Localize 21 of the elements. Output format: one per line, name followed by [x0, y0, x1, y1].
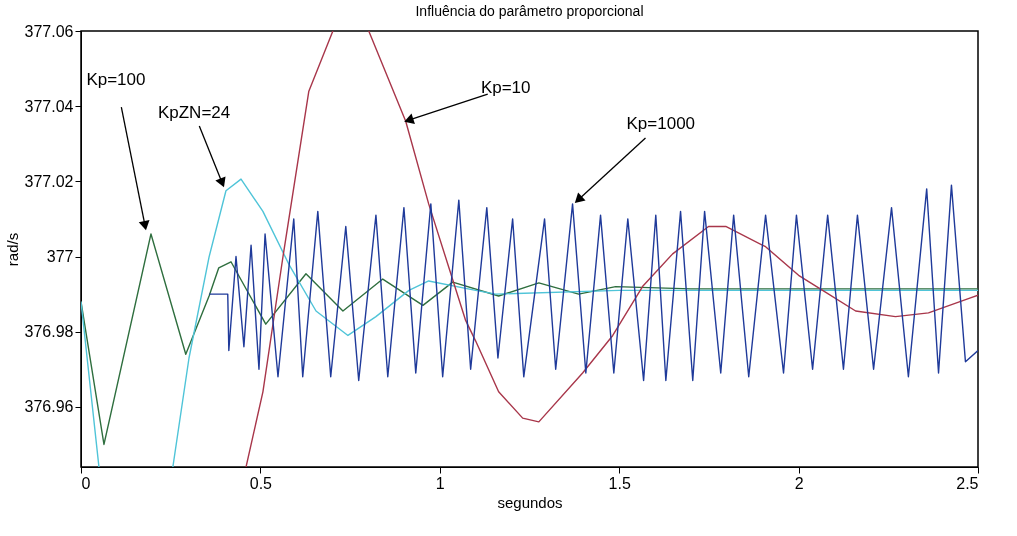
line-series [208, 184, 978, 382]
x-tick-label: 2 [794, 474, 804, 492]
annotation: Kp=1000 [626, 114, 696, 134]
x-axis-title: segundos [497, 493, 563, 511]
line-series [81, 233, 978, 446]
annotation: KpZN=24 [157, 103, 231, 123]
chart-title: Influência do parâmetro proporcional [415, 3, 644, 19]
x-tick-label: 1 [435, 474, 445, 492]
annotation: Kp=10 [480, 78, 531, 98]
annotation: Kp=100 [86, 70, 146, 90]
x-tick-label: 1.5 [608, 474, 631, 492]
y-tick-label: 377.02 [24, 172, 74, 190]
x-tick-label: 2.5 [956, 474, 979, 492]
y-tick-label: 377 [46, 248, 74, 266]
x-tick-label: 0.5 [249, 474, 273, 492]
y-tick-label: 377.04 [24, 97, 74, 115]
y-tick-label: 376.98 [24, 323, 74, 341]
x-tick-label: 0 [81, 474, 91, 492]
y-tick-label: 377.06 [24, 22, 74, 40]
y-axis-title: rad/s [3, 232, 21, 267]
y-tick-label: 376.96 [24, 398, 74, 416]
